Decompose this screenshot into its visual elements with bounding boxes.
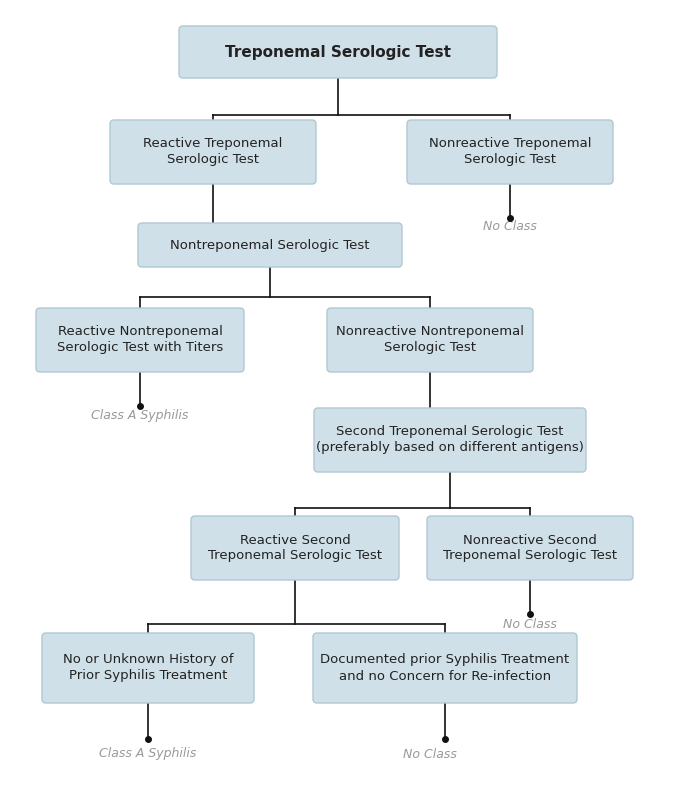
Text: Documented prior Syphilis Treatment
and no Concern for Re-infection: Documented prior Syphilis Treatment and … (320, 653, 569, 682)
Text: Reactive Treponemal
Serologic Test: Reactive Treponemal Serologic Test (144, 138, 283, 167)
FancyBboxPatch shape (138, 223, 402, 267)
Text: Reactive Nontreponemal
Serologic Test with Titers: Reactive Nontreponemal Serologic Test wi… (57, 326, 223, 354)
FancyBboxPatch shape (427, 516, 633, 580)
Text: Class A Syphilis: Class A Syphilis (100, 748, 197, 760)
Text: Nontreponemal Serologic Test: Nontreponemal Serologic Test (170, 238, 370, 252)
FancyBboxPatch shape (191, 516, 399, 580)
FancyBboxPatch shape (327, 308, 533, 372)
Text: Class A Syphilis: Class A Syphilis (91, 409, 189, 423)
FancyBboxPatch shape (42, 633, 254, 703)
Text: No Class: No Class (403, 748, 457, 760)
Text: No or Unknown History of
Prior Syphilis Treatment: No or Unknown History of Prior Syphilis … (63, 653, 234, 682)
Text: Treponemal Serologic Test: Treponemal Serologic Test (225, 45, 451, 60)
Text: Nonreactive Second
Treponemal Serologic Test: Nonreactive Second Treponemal Serologic … (443, 534, 617, 563)
FancyBboxPatch shape (313, 633, 577, 703)
Text: No Class: No Class (483, 220, 537, 232)
FancyBboxPatch shape (179, 26, 497, 78)
FancyBboxPatch shape (110, 120, 316, 184)
FancyBboxPatch shape (314, 408, 586, 472)
FancyBboxPatch shape (36, 308, 244, 372)
Text: Reactive Second
Treponemal Serologic Test: Reactive Second Treponemal Serologic Tes… (208, 534, 382, 563)
Text: Nonreactive Treponemal
Serologic Test: Nonreactive Treponemal Serologic Test (429, 138, 591, 167)
FancyBboxPatch shape (407, 120, 613, 184)
Text: Second Treponemal Serologic Test
(preferably based on different antigens): Second Treponemal Serologic Test (prefer… (316, 426, 584, 455)
Text: Nonreactive Nontreponemal
Serologic Test: Nonreactive Nontreponemal Serologic Test (336, 326, 524, 354)
Text: No Class: No Class (503, 618, 557, 630)
